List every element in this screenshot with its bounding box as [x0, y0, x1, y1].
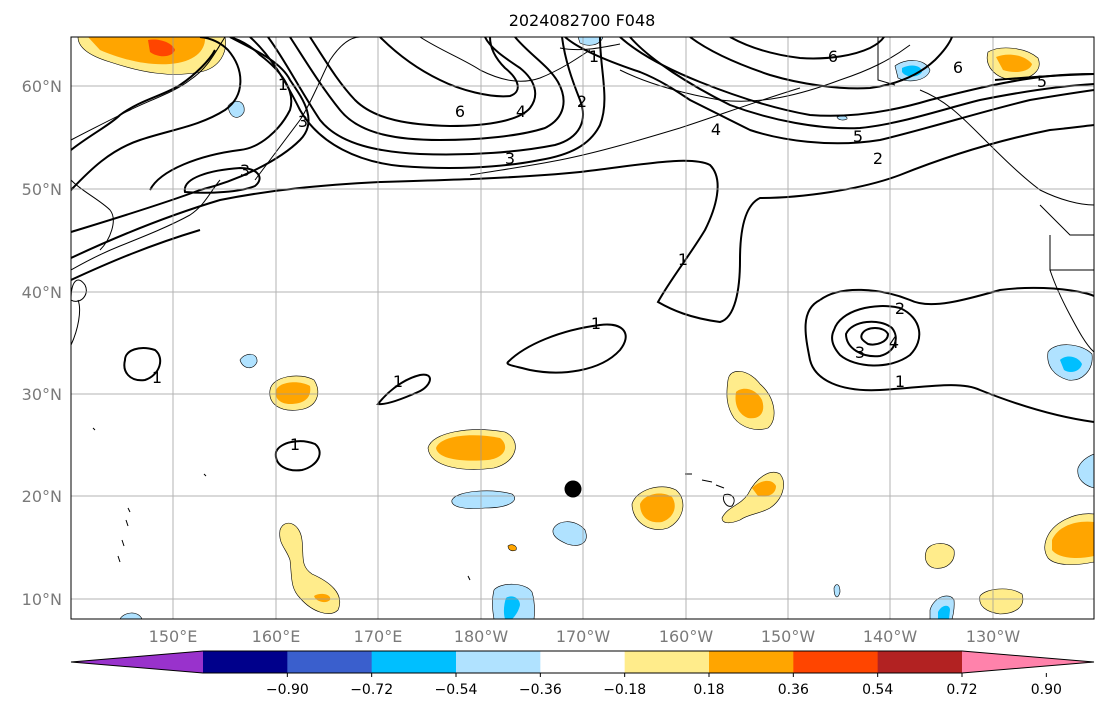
colorbar-segment	[371, 651, 457, 673]
anomaly-shading	[77, 37, 1094, 619]
contour-label: 1	[895, 372, 905, 391]
contour-label: 5	[1037, 72, 1047, 91]
colorbar-segment	[540, 651, 626, 673]
contour-label: 2	[577, 92, 587, 111]
contour-label: 2	[895, 299, 905, 318]
contour-label: 3	[855, 343, 865, 362]
lon-label: 150°W	[761, 627, 816, 646]
lon-label: 160°E	[252, 627, 301, 646]
colorbar-tick-label: −0.36	[519, 682, 562, 698]
contour-label: 6	[828, 47, 838, 66]
lat-label: 50°N	[22, 180, 62, 199]
contour-label: 5	[853, 127, 863, 146]
contour-label: 3	[505, 149, 515, 168]
lon-label: 170°E	[354, 627, 403, 646]
contour-label: 1	[393, 372, 403, 391]
contour-label: 1	[152, 368, 162, 387]
colorbar-tick-label: 0.54	[862, 682, 893, 698]
coastlines	[71, 37, 1094, 581]
longitude-axis: 150°E 160°E 170°E 180°W 170°W 160°W 150°…	[149, 627, 1021, 646]
colorbar-segment	[203, 651, 288, 673]
colorbar-extend-low	[71, 651, 203, 673]
lon-label: 140°W	[863, 627, 918, 646]
colorbar-tick-label: 0.90	[1031, 682, 1062, 698]
contour-label: 1	[589, 47, 599, 66]
colorbar-tick-label: −0.18	[603, 682, 646, 698]
contour-label: 6	[953, 58, 963, 77]
lon-label: 150°E	[149, 627, 198, 646]
colorbar-segment	[456, 651, 541, 673]
map-frame	[70, 36, 1095, 620]
lat-label: 20°N	[22, 487, 62, 506]
colorbar-tick-label: −0.72	[350, 682, 393, 698]
colorbar-segment	[709, 651, 794, 673]
map-area: 6 4 2 3 1 1 1 1 1 6 4 5 2 2 3 4 1 6 5 3 …	[71, 37, 1094, 619]
lat-label: 40°N	[22, 283, 62, 302]
contour-label: 4	[711, 120, 721, 139]
lon-label: 130°W	[966, 627, 1021, 646]
contour-label: 1	[678, 250, 688, 269]
contour-label: 2	[873, 149, 883, 168]
contour-label: 1	[591, 314, 601, 333]
contour-lines	[71, 37, 1094, 472]
colorbar-segment	[624, 651, 710, 673]
contour-label: 4	[889, 333, 899, 352]
lon-label: 160°W	[659, 627, 714, 646]
contour-label: 1	[278, 75, 288, 94]
storm-position-dot	[564, 480, 582, 498]
colorbar: −0.90 −0.72 −0.54 −0.36 −0.18 0.18 0.36 0.54 0.7…	[70, 650, 1095, 698]
contour-label: 3	[298, 112, 308, 131]
lat-label: 60°N	[22, 77, 62, 96]
lat-label: 10°N	[22, 590, 62, 609]
colorbar-segment	[877, 651, 963, 673]
contour-label-group: 6 4 2 3 1 1 1 1 1 6 4 5 2 2 3 4 1 6 5 3 …	[152, 47, 1047, 454]
colorbar-tick-label: −0.54	[435, 682, 478, 698]
contour-label: 6	[455, 102, 465, 121]
chart-title: 2024082700 F048	[509, 11, 656, 30]
colorbar-extend-high	[962, 651, 1094, 673]
contour-label: 1	[290, 435, 300, 454]
colorbar-tick-label: 0.36	[778, 682, 809, 698]
colorbar-tick-label: 0.72	[946, 682, 977, 698]
gridlines	[71, 37, 1094, 619]
latitude-axis: 60°N 50°N 40°N 30°N 20°N 10°N	[22, 77, 62, 609]
contour-label: 3	[240, 161, 250, 180]
lon-label: 180°W	[454, 627, 509, 646]
colorbar-tick-label: −0.90	[266, 682, 309, 698]
colorbar-tick-label: 0.18	[693, 682, 724, 698]
lat-label: 30°N	[22, 385, 62, 404]
contour-label: 4	[516, 102, 526, 121]
colorbar-segment	[793, 651, 879, 673]
colorbar-segment	[287, 651, 373, 673]
lon-label: 170°W	[556, 627, 611, 646]
colorbar-outline	[70, 650, 1095, 674]
